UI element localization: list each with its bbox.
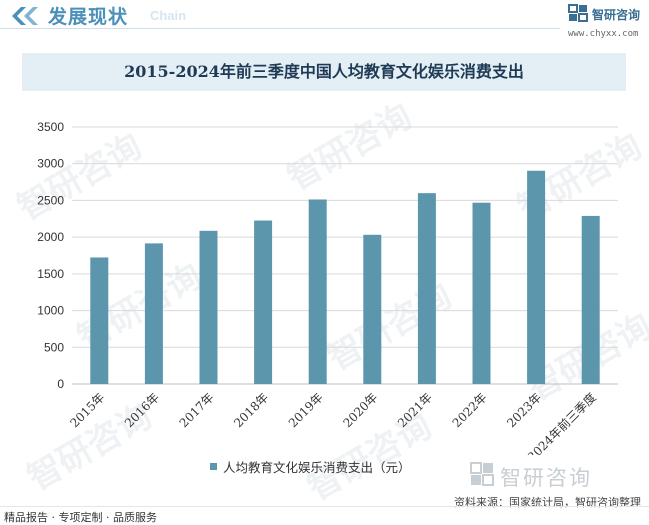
legend-label: 人均教育文化娱乐消费支出（元） [223,459,411,475]
y-tick-label: 1500 [37,267,64,281]
y-tick-label: 500 [44,340,64,354]
bar [581,215,600,384]
chart-title-band: 2015-2024年前三季度中国人均教育文化娱乐消费支出 [22,53,626,91]
legend: 人均教育文化娱乐消费支出（元） [210,458,411,475]
footer-brand-name: 智研咨询 [500,466,592,490]
x-tick-label: 2023年 [504,390,544,430]
y-tick-label: 0 [57,377,64,391]
header-divider [0,28,560,29]
x-tick-label: 2022年 [450,390,490,430]
y-tick-label: 3000 [37,157,64,171]
section-subtitle: Chain [150,8,187,23]
brand-logo: 智研咨询 www.chyxx.com [568,4,648,44]
bar [417,193,436,384]
brand-url: www.chyxx.com [568,29,639,39]
bar [199,230,218,384]
x-tick-label: 2020年 [340,390,380,430]
section-title: 发展现状 [48,6,129,28]
y-tick-label: 2500 [37,193,64,207]
brand-icon [470,462,494,486]
bar [363,234,382,384]
x-tick-label: 2021年 [395,390,435,430]
footer-tagline: 精品报告 · 专项定制 · 品质服务 [4,511,157,524]
legend-swatch [210,462,217,470]
bar [527,170,546,384]
x-tick-label: 2015年 [67,390,107,430]
x-tick-label: 2017年 [177,390,217,430]
brand-name: 智研咨询 [592,8,641,22]
chevron-marks-icon [12,7,38,25]
x-tick-label: 2016年 [122,390,162,430]
footer-divider [0,506,649,507]
y-tick-label: 3500 [37,120,64,134]
bar [144,243,163,384]
y-tick-label: 1000 [37,304,64,318]
brand-icon [568,4,588,22]
data-source: 资料来源：国家统计局，智研咨询整理 [454,496,641,509]
bar-chart: 0 500 1000 1500 2000 2500 3000 3500 2015年 2016年 20… [37,120,618,455]
x-tick-label: 2019年 [286,390,326,430]
bar [308,199,327,384]
y-tick-label: 2000 [37,230,64,244]
header: 发展现状 Chain 智研咨询 www.chyxx.com [0,0,649,44]
bar [90,257,109,384]
bar [254,220,273,384]
chart-title: 2015-2024年前三季度中国人均教育文化娱乐消费支出 [124,62,524,81]
x-tick-label: 2018年 [231,390,271,430]
bar [472,202,491,384]
footer-brand-logo: 智研咨询 [470,462,640,492]
